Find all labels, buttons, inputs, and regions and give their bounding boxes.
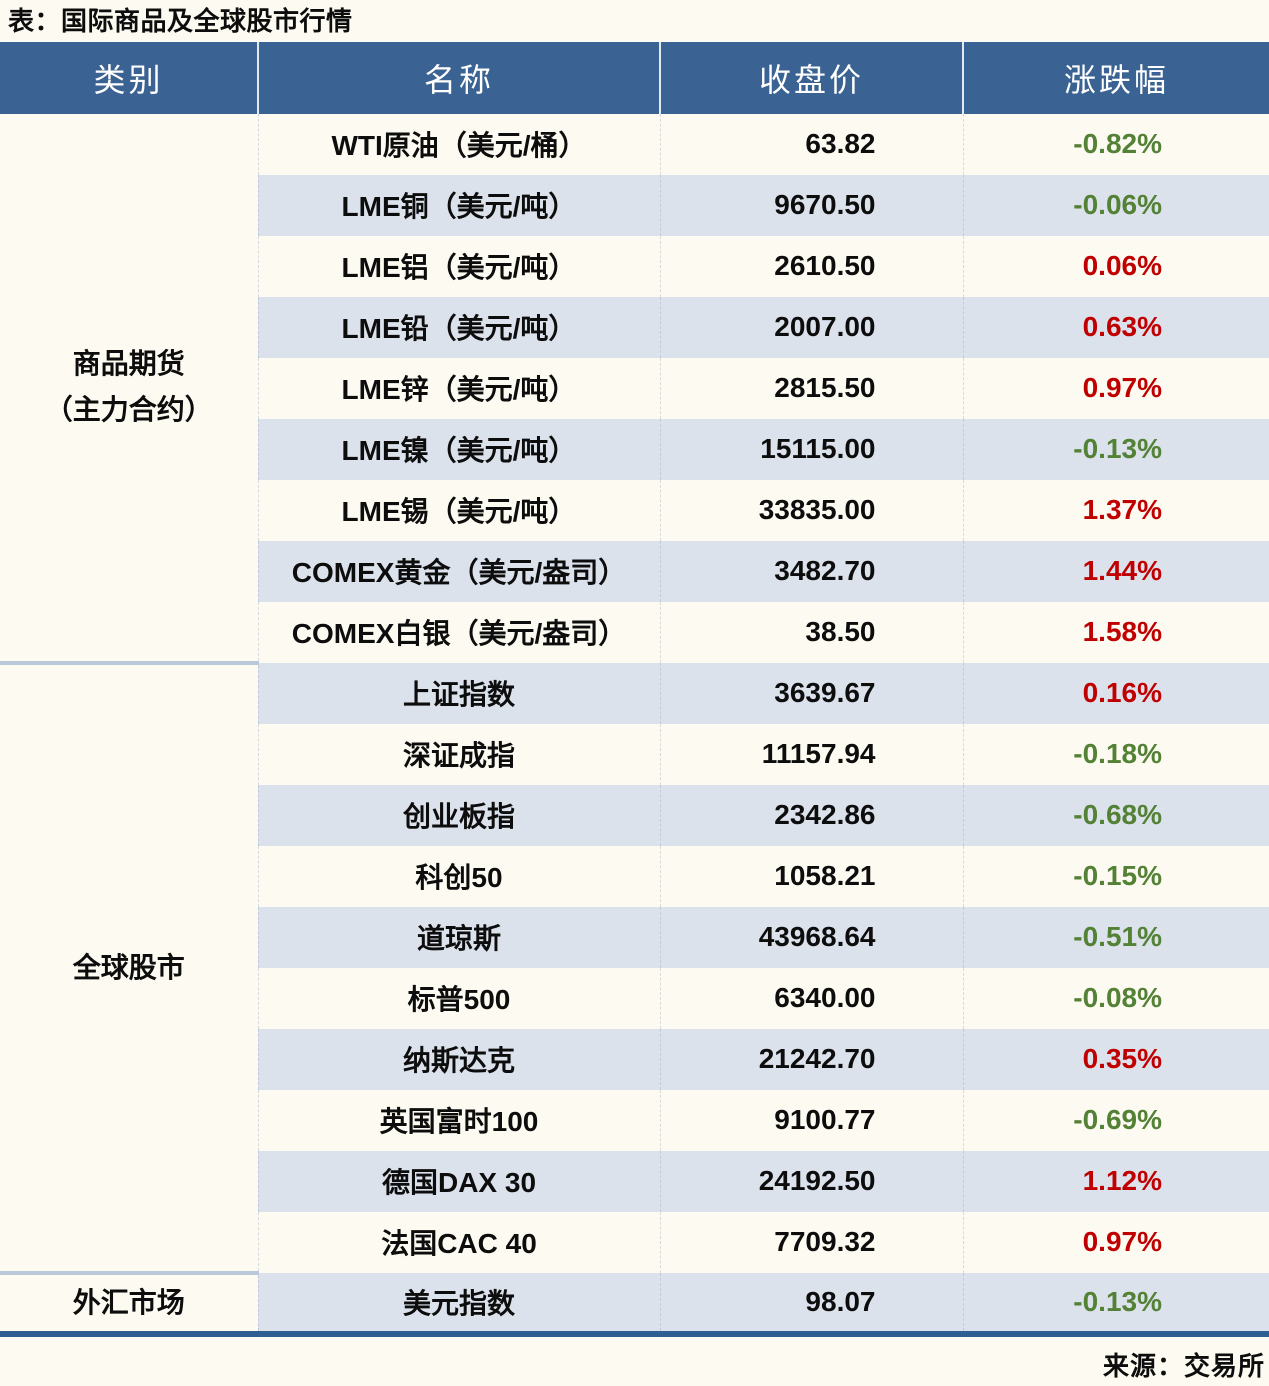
table-row: 创业板指 2342.86 -0.68% [0,784,1269,846]
category-label-line: 商品期货 [72,347,185,379]
change-pct-cell: -0.13% [962,418,1269,480]
close-price-cell: 7709.32 [659,1211,963,1273]
change-pct-cell: 0.16% [962,662,1269,724]
close-price-cell: 63.82 [659,113,963,175]
close-price-cell: 2342.86 [659,784,963,846]
change-pct-cell: -0.06% [962,174,1269,236]
table-row: LME镍（美元/吨） 15115.00 -0.13% [0,418,1269,480]
category-cell: 外汇市场 [0,1270,259,1337]
instrument-name-cell: 法国CAC 40 [257,1211,660,1273]
table-row: 纳斯达克 21242.70 0.35% [0,1028,1269,1090]
table-row: 标普500 6340.00 -0.08% [0,967,1269,1029]
close-price-cell: 43968.64 [659,906,963,968]
instrument-name-cell: WTI原油（美元/桶） [257,113,660,175]
category-cell: 商品期货 （主力合约） [0,113,259,663]
change-pct-cell: 0.63% [962,296,1269,358]
instrument-name-cell: LME镍（美元/吨） [257,418,660,480]
header-close-price: 收盘价 [659,41,963,114]
change-pct-cell: 0.06% [962,235,1269,297]
header-change-pct: 涨跌幅 [962,41,1269,114]
table-body: 商品期货 （主力合约） WTI原油（美元/桶） 63.82 -0.82% LME铜（美元/… [0,113,1269,1337]
table-row: LME铝（美元/吨） 2610.50 0.06% [0,235,1269,297]
table-row: 科创50 1058.21 -0.15% [0,845,1269,907]
table-row: 全球股市 上证指数 3639.67 0.16% [0,660,1269,1273]
header-category: 类别 [0,41,258,114]
instrument-name-cell: 深证成指 [257,723,660,785]
change-pct-cell: -0.51% [962,906,1269,968]
close-price-cell: 3639.67 [659,662,963,724]
change-pct-cell: 1.12% [962,1150,1269,1212]
table-row: 深证成指 11157.94 -0.18% [0,723,1269,785]
close-price-cell: 33835.00 [659,479,963,541]
instrument-name-cell: COMEX黄金（美元/盎司） [257,540,660,602]
change-pct-cell: 1.37% [962,479,1269,541]
table-row: 道琼斯 43968.64 -0.51% [0,906,1269,968]
instrument-name-cell: 创业板指 [257,784,660,846]
table-row: 商品期货 （主力合约） WTI原油（美元/桶） 63.82 -0.82% [0,113,1269,663]
close-price-cell: 9100.77 [659,1089,963,1151]
change-pct-cell: -0.68% [962,784,1269,846]
instrument-name-cell: 科创50 [257,845,660,907]
page-title: 表：国际商品及全球股市行情 [8,6,353,36]
instrument-name-cell: LME铅（美元/吨） [257,296,660,358]
close-price-cell: 2610.50 [659,235,963,297]
close-price-cell: 9670.50 [659,174,963,236]
change-pct-cell: -0.13% [962,1272,1269,1337]
instrument-name-cell: LME锡（美元/吨） [257,479,660,541]
change-pct-cell: -0.15% [962,845,1269,907]
close-price-cell: 11157.94 [659,723,963,785]
close-price-cell: 21242.70 [659,1028,963,1090]
instrument-name-cell: LME铝（美元/吨） [257,235,660,297]
close-price-cell: 6340.00 [659,967,963,1029]
instrument-name-cell: 英国富时100 [257,1089,660,1151]
table-row: 英国富时100 9100.77 -0.69% [0,1089,1269,1151]
table-row: COMEX白银（美元/盎司） 38.50 1.58% [0,601,1269,663]
instrument-name-cell: 标普500 [257,967,660,1029]
table-row: 外汇市场 美元指数 98.07 -0.13% [0,1270,1269,1337]
table-row: LME锌（美元/吨） 2815.50 0.97% [0,357,1269,419]
category-label-line: 全球股市 [72,951,185,983]
table-header: 类别 名称 收盘价 涨跌幅 [0,41,1269,114]
table-row: LME铜（美元/吨） 9670.50 -0.06% [0,174,1269,236]
table-row: LME锡（美元/吨） 33835.00 1.37% [0,479,1269,541]
change-pct-cell: 1.58% [962,601,1269,663]
change-pct-cell: -0.69% [962,1089,1269,1151]
instrument-name-cell: 道琼斯 [257,906,660,968]
category-cell: 全球股市 [0,660,259,1273]
instrument-name-cell: 纳斯达克 [257,1028,660,1090]
instrument-name-cell: LME锌（美元/吨） [257,357,660,419]
table-row: LME铅（美元/吨） 2007.00 0.63% [0,296,1269,358]
close-price-cell: 15115.00 [659,418,963,480]
source-note: 来源：交易所 [1102,1350,1265,1381]
change-pct-cell: 0.97% [962,1211,1269,1273]
close-price-cell: 24192.50 [659,1150,963,1212]
close-price-cell: 98.07 [659,1272,963,1337]
change-pct-cell: -0.82% [962,113,1269,175]
instrument-name-cell: 德国DAX 30 [257,1150,660,1212]
header-row: 类别 名称 收盘价 涨跌幅 [0,41,1269,114]
instrument-name-cell: 上证指数 [257,662,660,724]
category-label-line: （主力合约） [44,394,213,426]
change-pct-cell: -0.08% [962,967,1269,1029]
header-name: 名称 [257,41,660,114]
instrument-name-cell: LME铜（美元/吨） [257,174,660,236]
close-price-cell: 2007.00 [659,296,963,358]
table-row: 德国DAX 30 24192.50 1.12% [0,1150,1269,1212]
change-pct-cell: -0.18% [962,723,1269,785]
close-price-cell: 2815.50 [659,357,963,419]
category-label-line: 外汇市场 [72,1286,185,1318]
table-row: COMEX黄金（美元/盎司） 3482.70 1.44% [0,540,1269,602]
change-pct-cell: 1.44% [962,540,1269,602]
table-row: 法国CAC 40 7709.32 0.97% [0,1211,1269,1273]
close-price-cell: 3482.70 [659,540,963,602]
instrument-name-cell: 美元指数 [257,1272,660,1337]
instrument-name-cell: COMEX白银（美元/盎司） [257,601,660,663]
close-price-cell: 38.50 [659,601,963,663]
close-price-cell: 1058.21 [659,845,963,907]
change-pct-cell: 0.35% [962,1028,1269,1090]
quotes-table: 类别 名称 收盘价 涨跌幅 商品期货 （主力合约） WTI原油（美元/桶） 63.82… [0,41,1269,1337]
change-pct-cell: 0.97% [962,357,1269,419]
